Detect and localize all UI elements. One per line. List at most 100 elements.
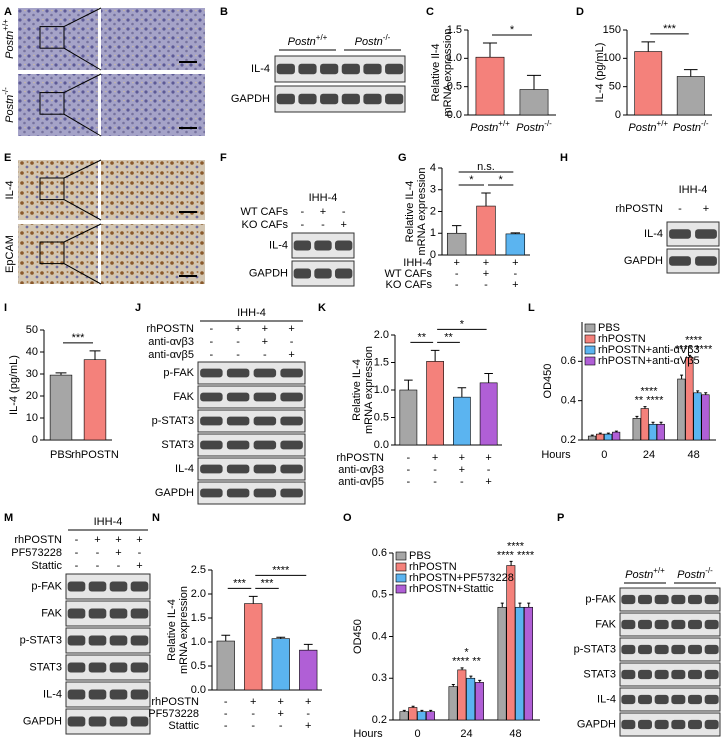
band xyxy=(671,719,686,730)
band xyxy=(669,256,691,266)
ihc-zoom-image xyxy=(101,160,205,220)
blot-row-label: STAT3 xyxy=(583,668,616,680)
error-bar xyxy=(659,421,663,425)
legend-swatch xyxy=(584,356,596,366)
legend-label: PBS xyxy=(598,322,620,334)
blot-row-label: p-FAK xyxy=(163,367,194,379)
band xyxy=(280,440,303,450)
condition-mark: - xyxy=(513,268,517,280)
ihc-image xyxy=(18,160,98,220)
y-axis-label: IL-4 (pg/mL) xyxy=(594,43,606,103)
blot-row-label: GAPDH xyxy=(155,487,194,499)
panel-letter: F xyxy=(220,152,227,164)
blot-row-label: GAPDH xyxy=(624,255,663,267)
bar xyxy=(604,433,613,441)
error-bar xyxy=(429,709,433,712)
bar xyxy=(505,233,526,256)
condition-label: rhPOSTN xyxy=(14,534,62,546)
y-tick-label: 20 xyxy=(26,390,38,402)
y-tick-label: 1.0 xyxy=(374,384,389,396)
significance-label: ** **** xyxy=(635,394,664,406)
band xyxy=(671,669,686,680)
band xyxy=(314,268,332,279)
bar xyxy=(475,682,484,721)
band xyxy=(314,240,332,251)
condition-mark: - xyxy=(407,476,411,488)
blot-strip xyxy=(619,637,721,662)
band xyxy=(671,594,686,605)
blot-row-label: IL-4 xyxy=(251,63,270,75)
condition-mark: + xyxy=(262,336,268,348)
band xyxy=(67,689,86,700)
blot-title: IHH-4 xyxy=(237,307,266,319)
gene-name: Postn xyxy=(4,31,16,59)
band xyxy=(226,368,250,378)
condition-label: PF573228 xyxy=(11,547,62,559)
error-bar xyxy=(683,69,698,77)
group-label: Postn+/+ xyxy=(288,33,328,48)
band xyxy=(200,368,223,378)
band xyxy=(638,594,652,605)
condition-mark: + xyxy=(136,560,142,572)
band xyxy=(130,581,149,592)
band xyxy=(363,93,382,105)
panel-letter: A xyxy=(4,6,12,18)
condition-mark: - xyxy=(484,279,488,291)
bar xyxy=(83,359,107,441)
condition-label: rhPOSTN xyxy=(146,323,194,335)
blot-row-label: p-STAT3 xyxy=(574,643,616,655)
panel-letter: K xyxy=(318,302,326,314)
y-tick-label: 0 xyxy=(32,434,38,446)
significance-label: * xyxy=(499,174,504,186)
x-tick-label: 48 xyxy=(509,728,521,740)
condition-mark: + xyxy=(703,203,709,215)
y-tick-label: 10 xyxy=(26,412,38,424)
blot-strip xyxy=(197,481,306,505)
error-bar xyxy=(478,679,482,683)
y-tick-label: 1.5 xyxy=(191,612,206,624)
band xyxy=(298,93,317,105)
y-tick-label: 0.6 xyxy=(561,355,576,367)
condition-mark: - xyxy=(433,476,437,488)
condition-mark: + xyxy=(305,720,311,732)
gene-name: Postn xyxy=(4,95,16,123)
condition-label: rhPOSTN xyxy=(151,696,199,708)
bar xyxy=(448,686,458,721)
panel-letter: N xyxy=(152,512,160,524)
band xyxy=(253,440,277,450)
condition-mark: - xyxy=(138,547,142,559)
y-axis-label: mRNA expression xyxy=(416,167,428,255)
y-tick-label: 2.5 xyxy=(191,564,206,576)
band xyxy=(704,694,719,705)
blot-row-label: p-FAK xyxy=(585,593,616,605)
blot-row-label: STAT3 xyxy=(29,661,62,673)
band xyxy=(67,662,86,673)
y-tick-label: 0.2 xyxy=(561,434,576,446)
y-axis-label: IL-4 (pg/mL) xyxy=(8,355,20,415)
blot-strip xyxy=(619,687,721,712)
error-bar xyxy=(518,602,522,608)
band xyxy=(67,608,86,619)
band xyxy=(293,240,312,251)
x-tick-label: Postn-/- xyxy=(673,119,709,134)
error-bar xyxy=(680,374,684,380)
blot-strip xyxy=(619,662,721,687)
blot-title: IHH-4 xyxy=(679,184,708,196)
zoom-box xyxy=(39,92,65,115)
y-tick-label: 0.0 xyxy=(191,684,206,696)
band xyxy=(621,594,636,605)
blot-row-label: p-STAT3 xyxy=(152,415,194,427)
band xyxy=(621,694,636,705)
x-tick-label: 0 xyxy=(414,728,420,740)
condition-label: anti-αvβ3 xyxy=(338,464,384,476)
condition-mark: - xyxy=(460,476,464,488)
band xyxy=(621,644,636,655)
condition-label: rhPOSTN xyxy=(615,203,663,215)
y-tick-label: 0.3 xyxy=(372,672,387,684)
band xyxy=(88,635,107,646)
zoom-line xyxy=(63,73,102,94)
error-bar xyxy=(606,432,610,435)
zoom-line xyxy=(63,113,102,137)
error-bar xyxy=(509,560,513,566)
genotype: -/- xyxy=(705,566,713,575)
